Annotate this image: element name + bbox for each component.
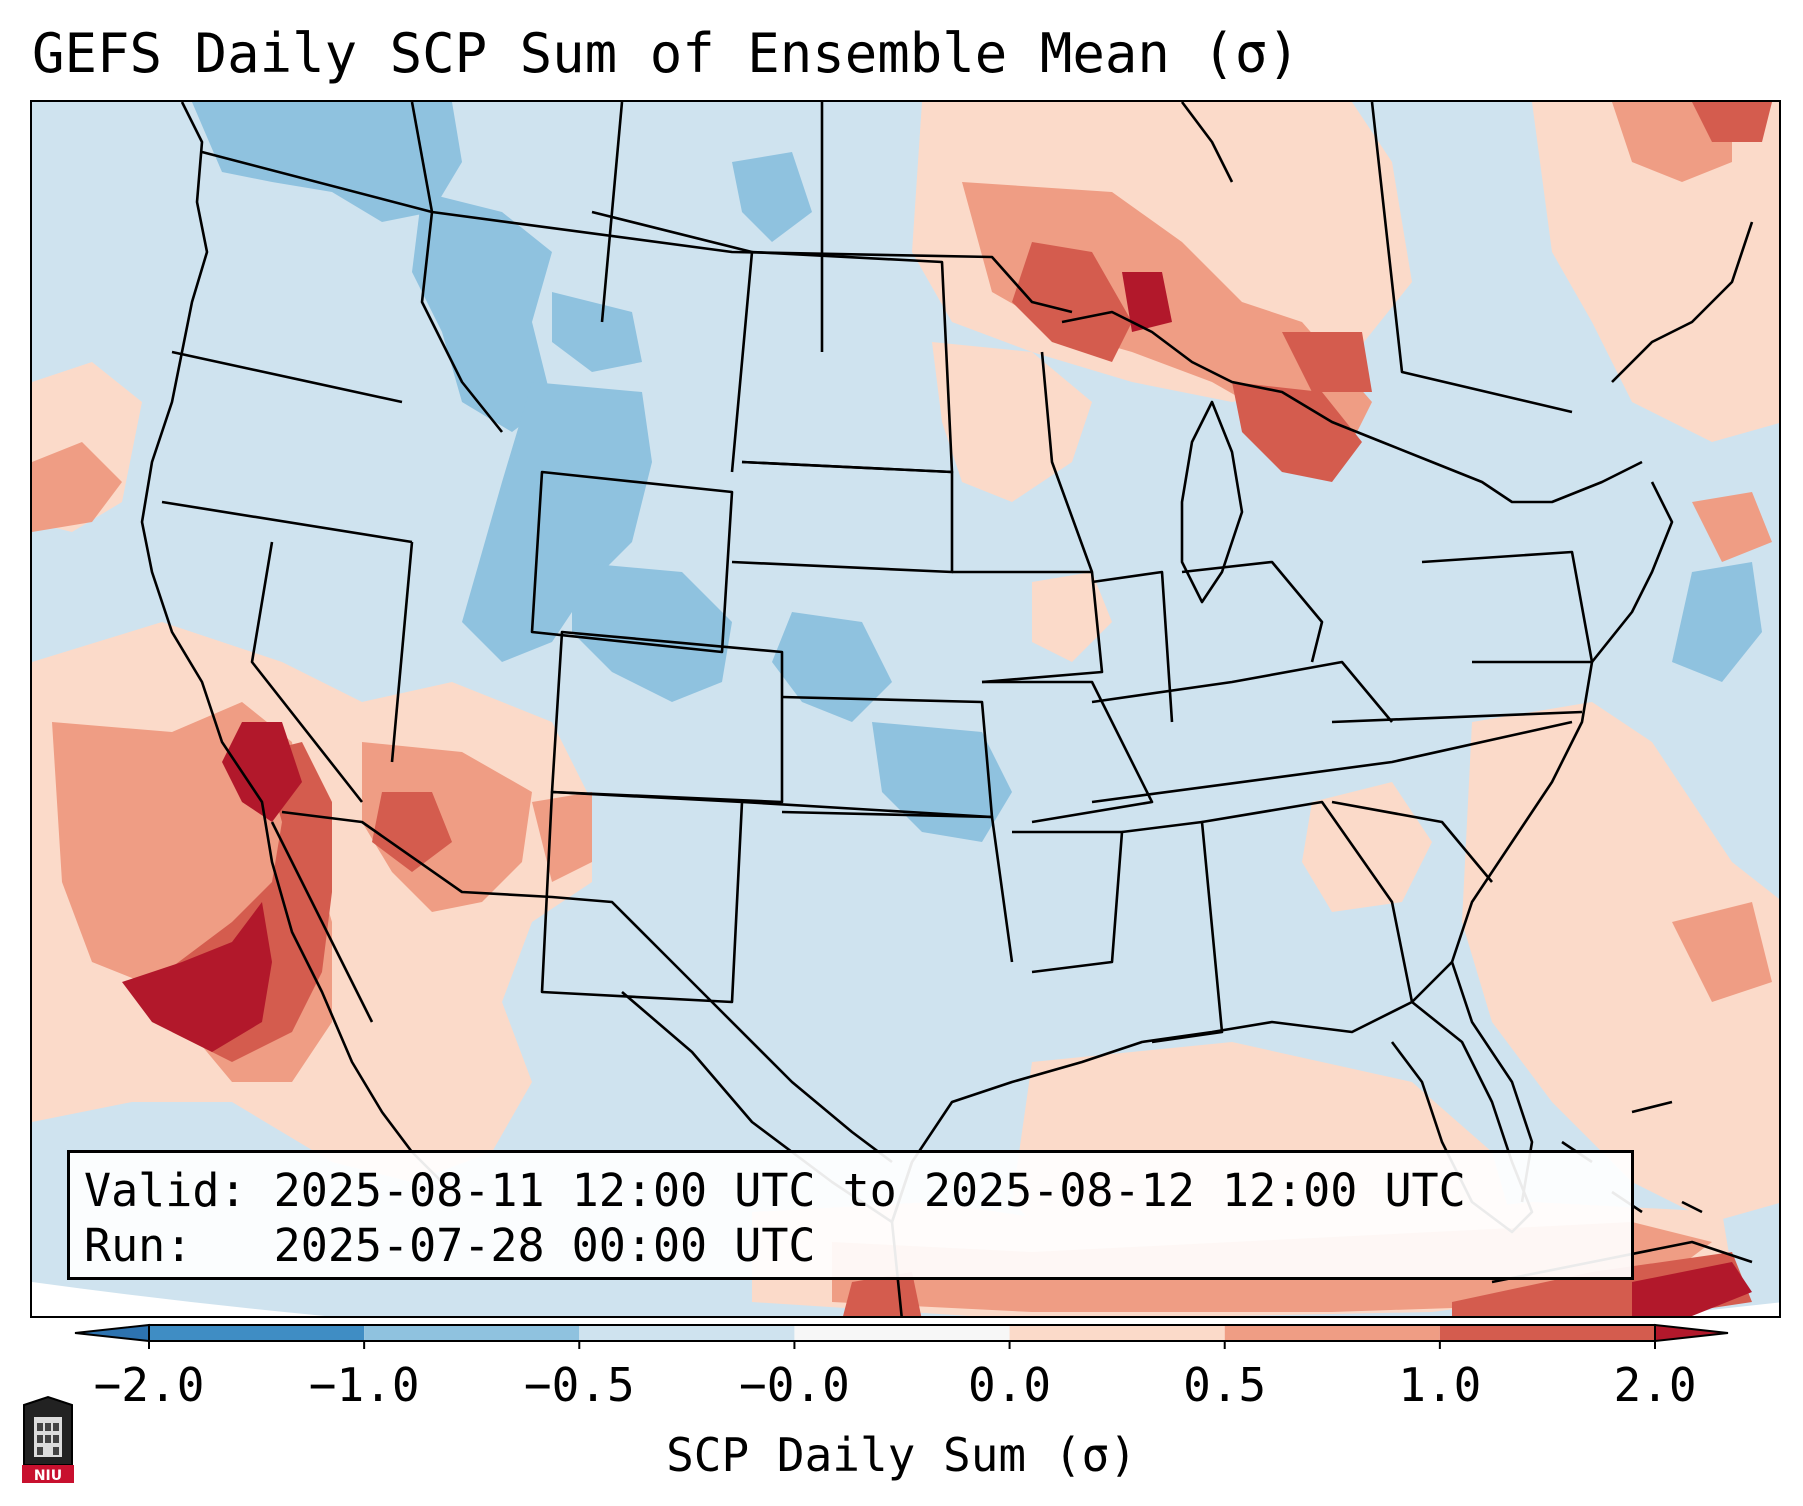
state-line-wi-mn xyxy=(1040,351,1094,573)
east-coastline xyxy=(1450,481,1674,1203)
canada-border-ab-sk xyxy=(410,102,434,213)
lake-michigan-outline xyxy=(1180,400,1244,604)
state-line-ar-la xyxy=(1012,830,1124,974)
colorbar-label: SCP Daily Sum (σ) xyxy=(666,1428,1137,1482)
state-line-ky xyxy=(1091,660,1393,723)
anomaly-region-southern-plains xyxy=(1032,572,1112,662)
state-line-ca-nv xyxy=(250,541,364,803)
anomaly-region-pacific-nw-offshore xyxy=(32,442,122,532)
state-line-ia xyxy=(952,570,1104,684)
anomaly-region-arizona-strong xyxy=(372,792,452,872)
anomaly-region-idaho-montana xyxy=(412,192,552,432)
colorbar-bin xyxy=(149,1325,365,1341)
colorbar-bin xyxy=(794,1325,1010,1341)
state-line-il-in xyxy=(1091,570,1174,723)
canada-border-sk-mb xyxy=(600,102,624,323)
niu-logo-windows xyxy=(37,1423,59,1455)
state-line-wy xyxy=(530,470,734,654)
run-label: Run: xyxy=(84,1219,193,1272)
state-line-tn xyxy=(1091,720,1573,804)
anomaly-region-northeast-strong xyxy=(1692,102,1772,142)
anomaly-region-wyoming-utah xyxy=(462,382,652,662)
anomaly-region-ontario-strong xyxy=(1282,332,1372,392)
colorbar-bin xyxy=(1009,1325,1225,1341)
anomaly-region-colorado xyxy=(572,562,732,702)
anomaly-region-kansas xyxy=(772,612,892,722)
colorbar-tick-label: 2.0 xyxy=(1613,1358,1696,1412)
anomaly-region-ontario-extreme xyxy=(1122,272,1172,332)
us-mexico-border xyxy=(281,810,893,1164)
baja-coastline xyxy=(270,821,374,1023)
us-canada-border xyxy=(201,150,1073,314)
colorbar-extend-high xyxy=(1654,1323,1729,1343)
run-value: 2025-07-28 00:00 UTC xyxy=(273,1219,816,1272)
state-line-mo xyxy=(982,680,1154,824)
anomaly-region-northeast-canada xyxy=(1532,102,1779,442)
state-line-nc-va xyxy=(1331,710,1583,724)
anomaly-region-lake-huron xyxy=(1232,382,1362,482)
scp-map xyxy=(32,102,1779,1316)
anomaly-region-cuba-extreme xyxy=(1632,1262,1752,1316)
positive-anomaly-extreme-layer xyxy=(122,272,1752,1316)
west-coastline xyxy=(140,102,443,1183)
state-line-sd-ne xyxy=(731,460,954,574)
state-line-ms-al xyxy=(1121,820,1224,1044)
anomaly-region-new-mexico xyxy=(532,792,592,882)
colorbar-tick-label: 1.0 xyxy=(1398,1358,1481,1412)
colorbar-bins xyxy=(148,1324,1656,1342)
colorbar-tick-label: 0.0 xyxy=(968,1358,1051,1412)
state-line-ga xyxy=(1201,800,1414,1003)
colorbar-tick-label: −1.0 xyxy=(309,1358,420,1412)
valid-time-box: Valid: 2025-08-11 12:00 UTC to 2025-08-1… xyxy=(67,1150,1634,1280)
anomaly-region-atlantic-east xyxy=(1672,562,1762,682)
hudson-bay-coast xyxy=(1180,102,1234,183)
anomaly-region-atlantic-east-med xyxy=(1692,492,1772,562)
niu-logo-text: NIU xyxy=(34,1468,62,1484)
valid-label: Valid: xyxy=(84,1164,247,1217)
anomaly-region-atlantic-southeast xyxy=(1462,702,1779,1222)
anomaly-region-atlantic-far-east xyxy=(1672,902,1772,1002)
anomaly-region-northwest xyxy=(192,102,462,222)
state-line-ok-tx xyxy=(741,800,1014,963)
colorbar-ticks: −2.0 −1.0 −0.5 −0.0 0.0 0.5 1.0 2.0 xyxy=(94,1341,1697,1412)
state-line-nm xyxy=(540,790,744,1004)
canada-border-qc-on xyxy=(1370,102,1573,414)
colorbar-tick-label: −0.0 xyxy=(739,1358,850,1412)
colorbar-bin xyxy=(579,1325,795,1341)
great-lakes-outline xyxy=(1061,310,1643,504)
colorbar-tick-label: 0.5 xyxy=(1183,1358,1266,1412)
state-line-ks xyxy=(781,695,994,819)
state-line-nv-ut xyxy=(390,541,414,763)
state-line-pa-ny xyxy=(1421,550,1594,664)
colorbar-bin xyxy=(1224,1325,1440,1341)
gulf-coastline xyxy=(890,961,1453,1223)
anomaly-region-wyoming-east xyxy=(552,292,642,372)
chart-title: GEFS Daily SCP Sum of Ensemble Mean (σ) xyxy=(32,22,1300,85)
anomaly-region-california-extreme xyxy=(222,722,302,822)
niu-logo-banner xyxy=(22,1465,74,1483)
state-line-oh xyxy=(1181,560,1324,663)
anomaly-region-canada-north xyxy=(732,152,812,242)
valid-value: 2025-08-11 12:00 UTC to 2025-08-12 12:00… xyxy=(273,1164,1466,1217)
colorbar: −2.0 −1.0 −0.5 −0.0 0.0 0.5 1.0 2.0 xyxy=(74,1323,1729,1412)
map-panel[interactable] xyxy=(30,100,1781,1318)
colorbar-extend-low xyxy=(74,1323,150,1343)
gulf-of-st-lawrence xyxy=(1611,221,1754,383)
colorbar-bin xyxy=(364,1325,580,1341)
state-line-ca-or xyxy=(161,500,413,544)
anomaly-region-arizona xyxy=(362,742,532,912)
colorbar-tick-label: −0.5 xyxy=(524,1358,635,1412)
state-line-id-mt xyxy=(420,211,504,433)
colorbar-bin xyxy=(1439,1325,1655,1341)
niu-logo: NIU xyxy=(22,1395,74,1484)
state-line-sc-nc xyxy=(1331,800,1493,883)
colorbar-tick-label: −2.0 xyxy=(94,1358,205,1412)
state-line-co xyxy=(550,630,784,804)
anomaly-region-baja-extreme xyxy=(122,902,272,1052)
state-line-or-wa xyxy=(171,350,403,404)
anomaly-region-lake-superior xyxy=(1012,242,1132,362)
